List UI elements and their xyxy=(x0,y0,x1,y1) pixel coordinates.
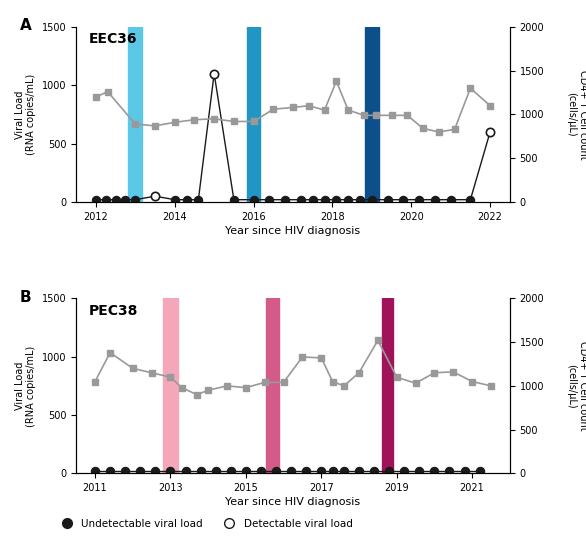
Bar xyxy=(163,299,178,473)
Bar xyxy=(128,27,142,202)
X-axis label: Year since HIV diagnosis: Year since HIV diagnosis xyxy=(226,226,360,236)
Y-axis label: Viral Load
(RNA copies/mL): Viral Load (RNA copies/mL) xyxy=(15,74,36,155)
X-axis label: Year since HIV diagnosis: Year since HIV diagnosis xyxy=(226,497,360,507)
Text: PEC38: PEC38 xyxy=(89,303,138,317)
Legend: Undetectable viral load, Detectable viral load: Undetectable viral load, Detectable vira… xyxy=(52,514,356,533)
Bar xyxy=(382,299,393,473)
Bar xyxy=(247,27,260,202)
Y-axis label: CD4+ T Cell count
(cells/μL): CD4+ T Cell count (cells/μL) xyxy=(567,69,586,159)
Y-axis label: CD4+ T Cell count
(cells/μL): CD4+ T Cell count (cells/μL) xyxy=(567,341,586,431)
Text: A: A xyxy=(20,18,32,33)
Bar xyxy=(365,27,379,202)
Y-axis label: Viral Load
(RNA copies/mL): Viral Load (RNA copies/mL) xyxy=(15,345,36,427)
Text: EEC36: EEC36 xyxy=(89,32,138,46)
Text: B: B xyxy=(20,289,32,305)
Bar xyxy=(265,299,279,473)
